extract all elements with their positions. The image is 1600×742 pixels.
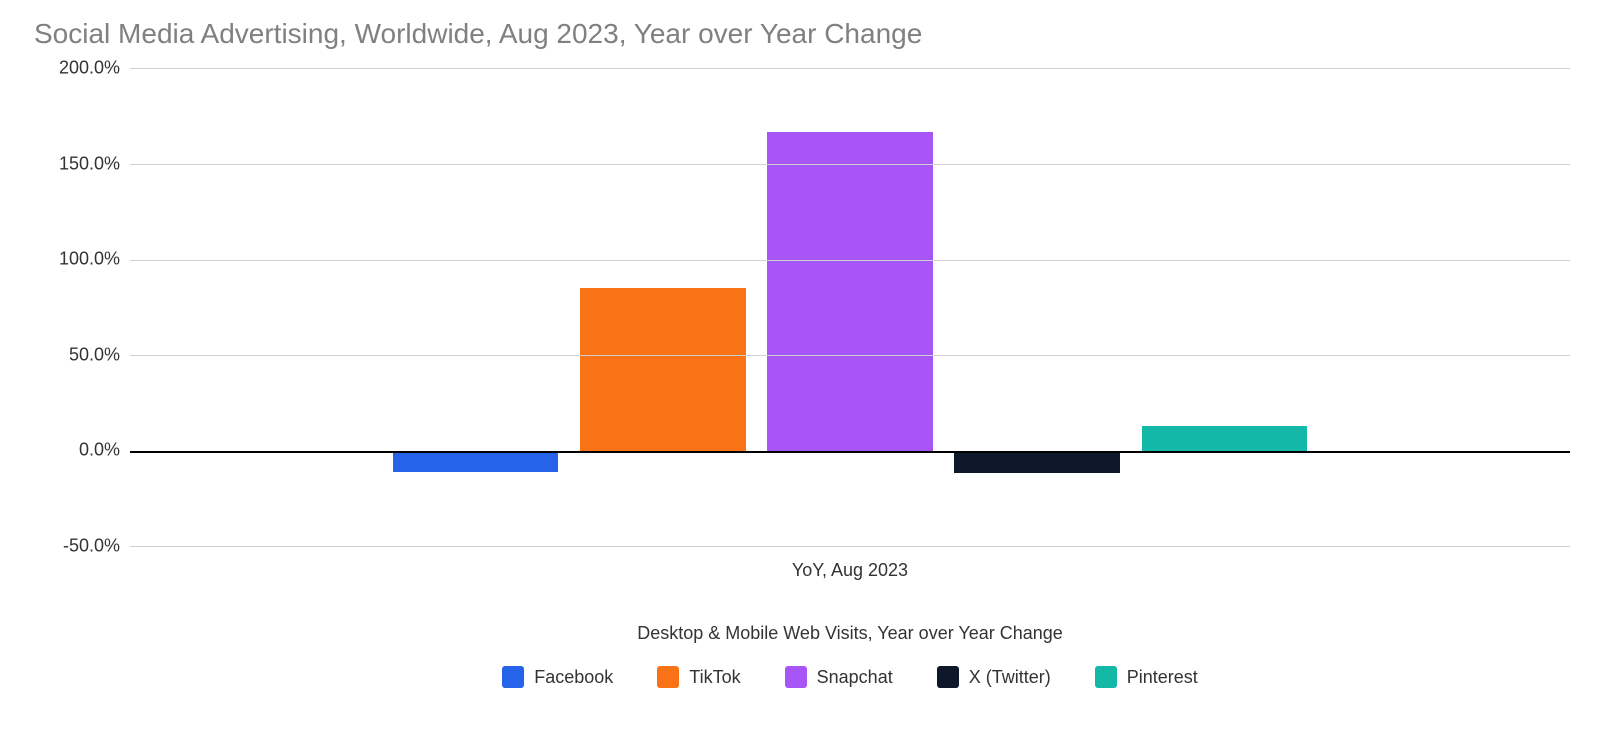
x-axis-category-label: YoY, Aug 2023 [130,560,1570,581]
y-tick-label: 100.0% [59,249,120,270]
y-tick-label: -50.0% [63,536,120,557]
axis-title: Desktop & Mobile Web Visits, Year over Y… [130,623,1570,644]
legend-item-tiktok: TikTok [657,666,740,688]
grid-line [130,164,1570,165]
legend-swatch [785,666,807,688]
y-tick-label: 200.0% [59,58,120,79]
legend-label: Pinterest [1127,667,1198,688]
grid-line [130,260,1570,261]
legend-label: X (Twitter) [969,667,1051,688]
chart-title: Social Media Advertising, Worldwide, Aug… [34,18,1570,50]
legend-swatch [657,666,679,688]
bar-x-twitter- [954,451,1120,474]
zero-line [130,451,1570,453]
y-axis: -50.0%0.0%50.0%100.0%150.0%200.0% [30,68,130,546]
y-tick-label: 50.0% [69,344,120,365]
plot-area [130,68,1570,546]
legend-label: Facebook [534,667,613,688]
legend-label: TikTok [689,667,740,688]
legend-item-pinterest: Pinterest [1095,666,1198,688]
legend-label: Snapchat [817,667,893,688]
legend-item-snapchat: Snapchat [785,666,893,688]
legend-item-x-twitter-: X (Twitter) [937,666,1051,688]
y-tick-label: 150.0% [59,153,120,174]
legend-swatch [502,666,524,688]
grid-line [130,546,1570,547]
bar-snapchat [767,132,933,451]
grid-line [130,355,1570,356]
bar-pinterest [1142,426,1308,451]
legend-item-facebook: Facebook [502,666,613,688]
legend-swatch [937,666,959,688]
bar-facebook [393,451,559,472]
legend-swatch [1095,666,1117,688]
y-tick-label: 0.0% [79,440,120,461]
plot-wrap: -50.0%0.0%50.0%100.0%150.0%200.0% [30,68,1570,546]
legend: Facebook TikTok Snapchat X (Twitter) Pintere… [130,666,1570,688]
chart-container: Social Media Advertising, Worldwide, Aug… [0,0,1600,742]
bars-layer [130,69,1570,546]
bar-tiktok [580,288,746,450]
